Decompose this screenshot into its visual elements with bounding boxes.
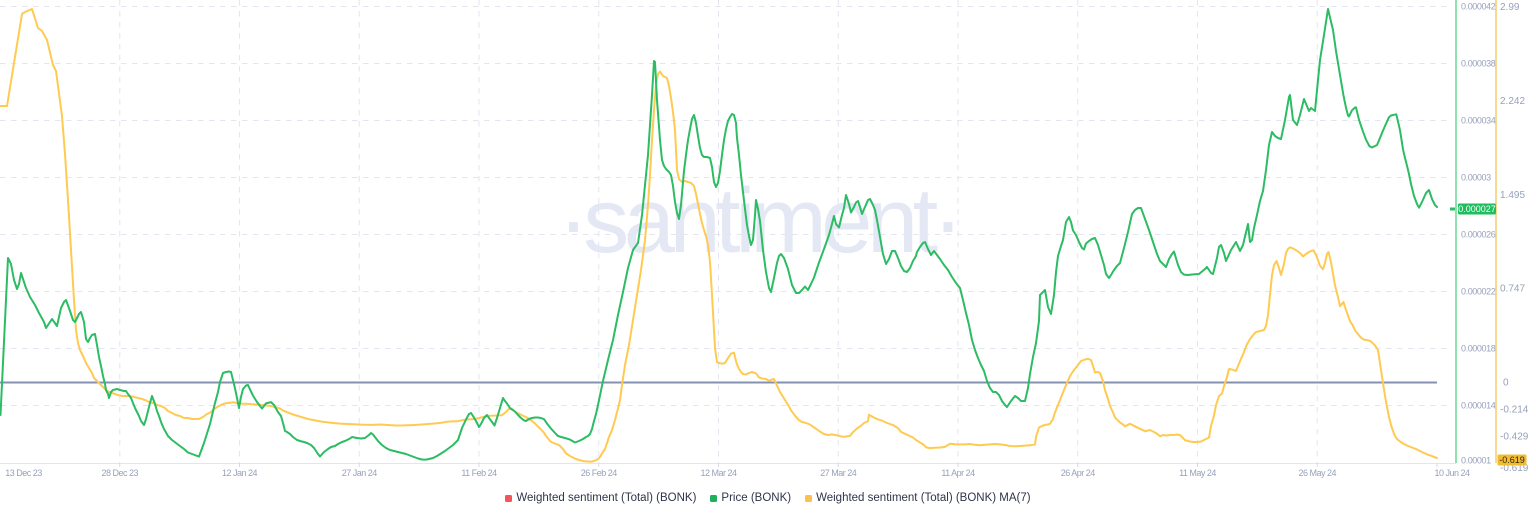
svg-text:0.00001: 0.00001	[1461, 456, 1491, 466]
svg-text:12 Mar 24: 12 Mar 24	[700, 468, 737, 478]
svg-text:1.495: 1.495	[1500, 190, 1525, 201]
svg-text:-0.619: -0.619	[1499, 455, 1525, 465]
svg-text:0.747: 0.747	[1500, 284, 1525, 295]
svg-text:0.000042: 0.000042	[1461, 2, 1496, 12]
svg-text:11 Feb 24: 11 Feb 24	[461, 468, 497, 478]
svg-text:11 May 24: 11 May 24	[1179, 468, 1216, 478]
svg-text:2.99: 2.99	[1500, 2, 1520, 13]
svg-text:13 Dec 23: 13 Dec 23	[5, 468, 42, 478]
svg-text:-0.429: -0.429	[1500, 432, 1529, 443]
svg-text:0: 0	[1503, 378, 1509, 389]
svg-text:28 Dec 23: 28 Dec 23	[101, 468, 138, 478]
svg-text:-0.214: -0.214	[1500, 405, 1529, 416]
svg-text:-0.619: -0.619	[1500, 463, 1529, 474]
svg-text:27 Mar 24: 27 Mar 24	[820, 468, 857, 478]
svg-text:0.000038: 0.000038	[1461, 59, 1496, 69]
svg-text:0.00003: 0.00003	[1461, 173, 1491, 183]
svg-text:0.000022: 0.000022	[1461, 287, 1496, 297]
svg-text:0.000026: 0.000026	[1461, 230, 1496, 240]
svg-text:10 Jun 24: 10 Jun 24	[1434, 468, 1470, 478]
svg-text:0.000014: 0.000014	[1461, 401, 1496, 411]
svg-text:0.000018: 0.000018	[1461, 344, 1496, 354]
svg-text:27 Jan 24: 27 Jan 24	[342, 468, 378, 478]
svg-text:26 Feb 24: 26 Feb 24	[581, 468, 618, 478]
svg-text:26 May 24: 26 May 24	[1298, 468, 1336, 478]
svg-text:12 Jan 24: 12 Jan 24	[222, 468, 258, 478]
svg-text:0.000027: 0.000027	[1458, 204, 1496, 214]
svg-text:0.000034: 0.000034	[1461, 116, 1496, 126]
svg-text:11 Apr 24: 11 Apr 24	[941, 468, 975, 478]
svg-text:26 Apr 24: 26 Apr 24	[1061, 468, 1096, 478]
svg-text:2.242: 2.242	[1500, 96, 1525, 107]
